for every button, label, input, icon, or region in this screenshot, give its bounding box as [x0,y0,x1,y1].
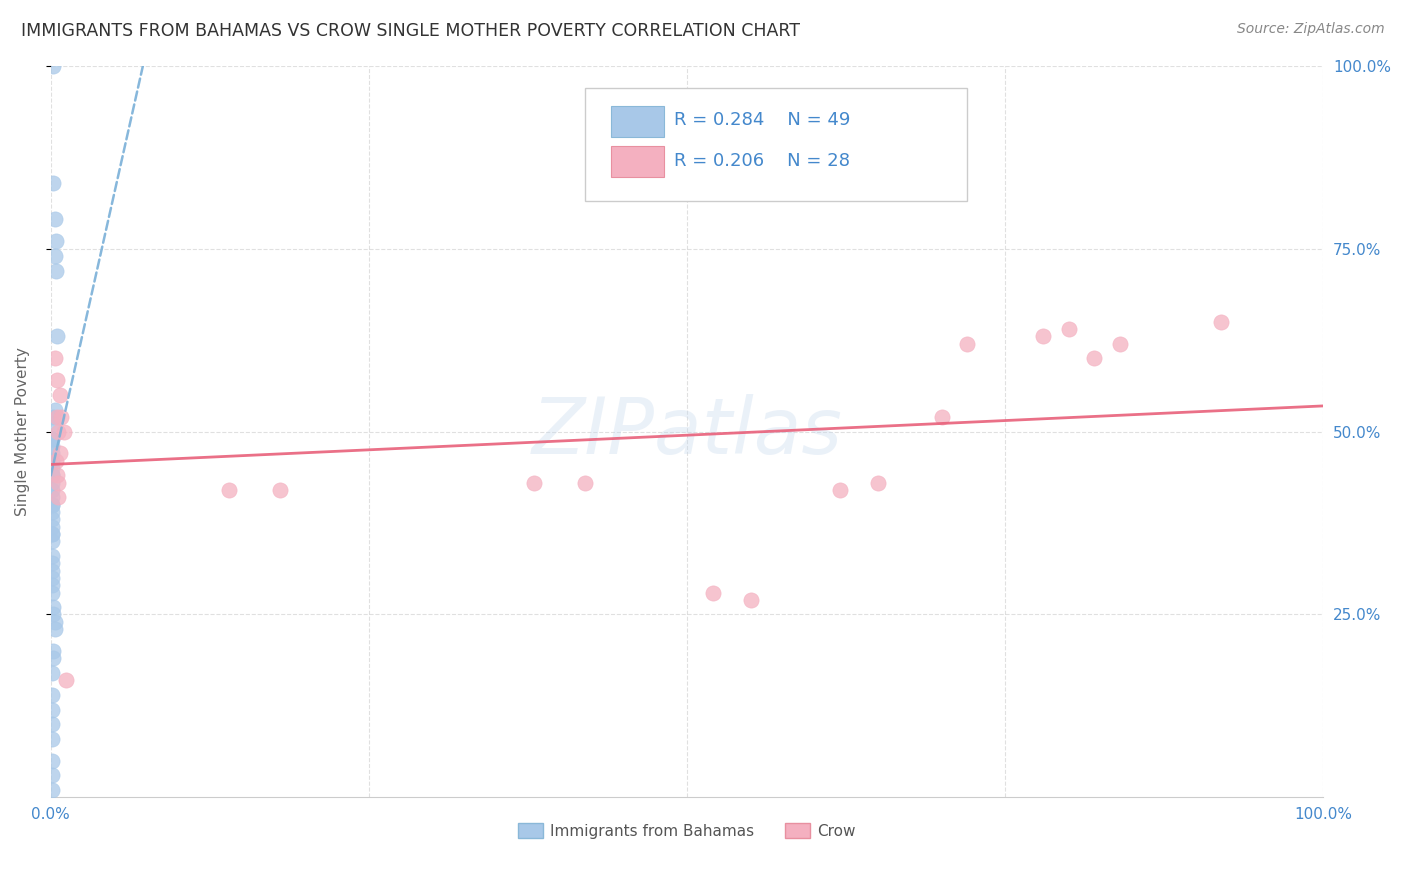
Point [1083,351,1105,366]
Point [1032,329,1054,343]
Point [41,491,63,505]
Point [41,498,63,512]
Point [42,59,65,73]
Point [44,351,66,366]
Point [41,556,63,570]
Point [41,432,63,446]
Point [41,527,63,541]
Point [48,388,70,402]
Point [41,666,63,681]
Point [523,475,546,490]
Point [41,578,63,592]
Point [1211,315,1233,329]
Point [828,483,851,497]
Point [41,432,63,446]
Point [41,564,63,578]
Text: ZIPatlas: ZIPatlas [531,393,842,469]
Text: R = 0.284    N = 49: R = 0.284 N = 49 [675,111,851,128]
Point [48,446,70,460]
Point [44,249,66,263]
Point [41,731,63,746]
Point [41,754,63,768]
Point [42,607,65,622]
Point [269,483,291,497]
Text: R = 0.206    N = 28: R = 0.206 N = 28 [675,152,851,169]
Point [956,336,979,351]
Point [48,475,70,490]
Point [218,483,240,497]
Point [46,373,69,387]
Text: IMMIGRANTS FROM BAHAMAS VS CROW SINGLE MOTHER POVERTY CORRELATION CHART: IMMIGRANTS FROM BAHAMAS VS CROW SINGLE M… [21,22,800,40]
Point [41,571,63,585]
Point [41,461,63,475]
Point [574,475,596,490]
Y-axis label: Single Mother Poverty: Single Mother Poverty [15,347,30,516]
Point [41,717,63,731]
Point [41,446,63,460]
Point [55,673,77,688]
Point [702,585,724,599]
Point [42,417,65,432]
Point [42,600,65,615]
Point [46,468,69,483]
Text: Source: ZipAtlas.com: Source: ZipAtlas.com [1237,22,1385,37]
Point [41,585,63,599]
FancyBboxPatch shape [610,146,664,177]
Point [45,263,67,277]
Point [41,688,63,702]
Point [41,512,63,526]
Point [44,622,66,636]
Point [41,439,63,453]
Point [44,212,66,227]
Point [48,491,70,505]
Point [41,783,63,797]
Point [41,475,63,490]
Point [1057,322,1080,336]
Point [42,651,65,665]
Point [45,234,67,248]
Point [41,527,63,541]
Point [42,409,65,424]
Point [931,409,953,424]
Point [41,483,63,497]
Point [41,454,63,468]
Point [46,329,69,343]
Point [866,475,889,490]
Legend: Immigrants from Bahamas, Crow: Immigrants from Bahamas, Crow [512,817,862,845]
FancyBboxPatch shape [610,106,664,136]
Point [49,409,72,424]
Point [45,454,67,468]
Point [42,644,65,658]
Point [44,402,66,417]
Point [41,505,63,519]
FancyBboxPatch shape [585,87,967,201]
Point [41,468,63,483]
Point [42,176,65,190]
Point [1108,336,1130,351]
Point [52,425,75,439]
Point [41,468,63,483]
Point [41,703,63,717]
Point [41,498,63,512]
Point [41,768,63,782]
Point [41,549,63,563]
Point [41,534,63,549]
Point [44,615,66,629]
Point [41,519,63,533]
Point [740,592,762,607]
Point [48,425,70,439]
Point [46,409,69,424]
